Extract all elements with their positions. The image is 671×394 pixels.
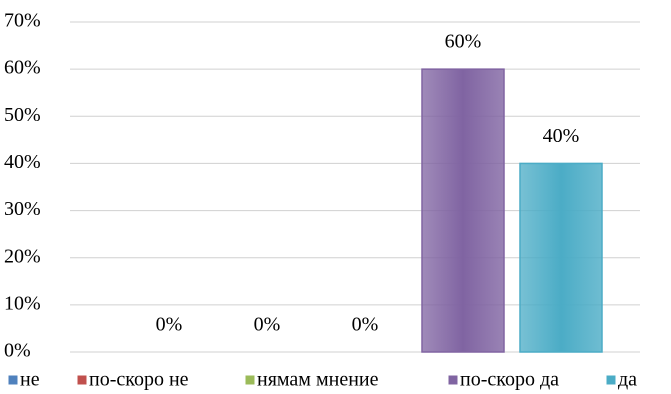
data-label: 0% <box>156 314 183 336</box>
bar <box>519 162 603 353</box>
legend-swatch <box>244 374 256 386</box>
legend-label: нямам мнение <box>257 369 379 391</box>
legend-swatch <box>605 374 617 386</box>
legend-label: по-скоро да <box>460 369 559 391</box>
legend-label: по-скоро не <box>89 369 189 391</box>
y-tick-label: 50% <box>4 104 41 126</box>
legend-swatch <box>7 374 19 386</box>
y-tick-label: 70% <box>4 10 41 32</box>
data-label: 40% <box>543 125 580 147</box>
bar <box>421 68 505 353</box>
y-tick-label: 0% <box>4 340 31 362</box>
data-label: 0% <box>254 314 281 336</box>
legend-label: да <box>618 369 637 391</box>
y-tick-label: 40% <box>4 151 41 173</box>
y-tick-label: 20% <box>4 245 41 267</box>
data-label: 60% <box>445 31 482 53</box>
legend-label: не <box>20 369 40 391</box>
legend-swatch <box>76 374 88 386</box>
y-tick-label: 10% <box>4 292 41 314</box>
data-label: 0% <box>352 314 379 336</box>
y-tick-label: 60% <box>4 57 41 79</box>
y-tick-label: 30% <box>4 198 41 220</box>
legend-swatch <box>447 374 459 386</box>
